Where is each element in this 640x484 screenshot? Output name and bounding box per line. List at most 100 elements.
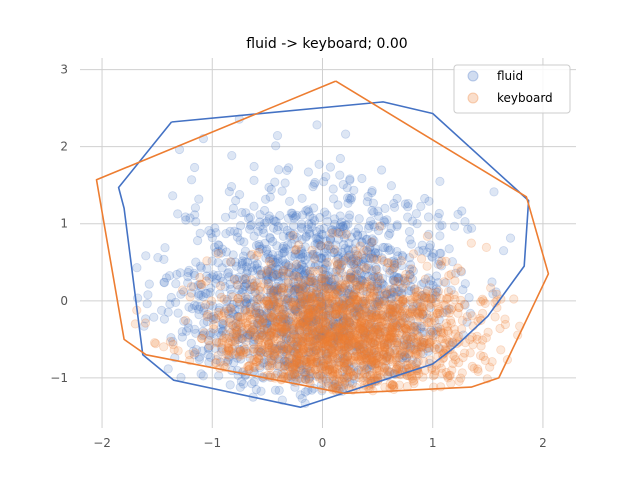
point-keyboard [342,379,352,389]
point-keyboard [336,267,346,278]
point-keyboard [356,351,366,361]
point-fluid [240,298,250,309]
point-fluid [190,300,200,310]
point-fluid [339,373,349,383]
point-keyboard [416,254,427,264]
point-keyboard [216,281,226,291]
point-keyboard [278,372,288,382]
point-fluid [289,347,300,357]
point-fluid [229,274,239,284]
point-fluid [258,358,268,368]
point-fluid [193,304,204,314]
point-fluid [449,221,460,231]
point-fluid [297,235,307,245]
point-fluid [226,257,236,267]
point-fluid [296,222,307,232]
point-fluid [323,378,334,388]
point-fluid [268,223,279,233]
point-fluid [245,221,256,231]
point-fluid [255,347,266,357]
point-fluid [349,259,359,270]
point-fluid [407,216,418,226]
point-fluid [221,229,231,239]
point-fluid [306,272,316,283]
point-keyboard [500,319,510,330]
point-fluid [382,312,392,322]
point-fluid [345,174,355,184]
point-keyboard [262,284,272,295]
point-fluid [275,314,285,324]
point-fluid [213,270,223,281]
point-fluid [351,341,361,352]
point-fluid [245,285,255,295]
point-fluid [230,305,240,315]
point-fluid [267,358,277,368]
point-keyboard [357,361,367,371]
point-fluid [364,263,374,274]
point-fluid [352,341,362,351]
point-fluid [316,282,326,292]
point-fluid [291,342,301,352]
point-fluid [431,284,442,294]
point-fluid [342,352,352,362]
point-keyboard [446,269,456,279]
point-fluid [389,256,399,266]
point-fluid [253,318,263,329]
point-fluid [282,295,292,305]
point-keyboard [444,308,454,318]
point-fluid [308,213,318,223]
point-fluid [392,258,402,269]
point-fluid [346,256,356,266]
point-fluid [291,356,302,366]
point-fluid [303,315,313,325]
point-fluid [390,260,400,270]
point-keyboard [173,346,183,356]
point-fluid [305,294,315,304]
point-fluid [258,224,268,234]
point-keyboard [382,366,392,376]
point-fluid [187,175,197,185]
point-fluid [279,344,289,354]
point-fluid [416,342,426,352]
point-keyboard [286,332,297,342]
point-keyboard [310,254,320,264]
point-fluid [291,284,301,294]
point-fluid [204,226,214,236]
point-keyboard [291,271,301,281]
point-fluid [248,281,259,291]
point-keyboard [221,329,231,339]
point-fluid [312,248,322,258]
point-fluid [373,300,383,311]
point-keyboard [375,221,385,231]
point-fluid [354,214,364,224]
point-fluid [333,286,343,297]
point-keyboard [389,259,399,269]
point-fluid [391,345,401,355]
point-fluid [406,286,416,296]
point-fluid [227,344,238,354]
point-keyboard [357,316,367,326]
point-keyboard [349,259,359,269]
point-fluid [173,209,183,219]
point-fluid [159,277,169,288]
point-fluid [254,346,264,356]
point-fluid [196,369,206,379]
point-fluid [233,227,243,238]
point-fluid [190,210,200,220]
point-keyboard [469,363,479,373]
point-fluid [183,323,193,333]
point-fluid [340,293,350,303]
point-fluid [264,314,275,324]
point-keyboard [444,370,454,381]
point-fluid [344,316,354,326]
point-fluid [237,207,247,218]
point-keyboard [254,247,264,257]
point-fluid [321,291,331,302]
point-fluid [195,279,205,289]
point-keyboard [483,327,493,337]
point-keyboard [355,241,365,251]
point-fluid [340,362,350,372]
point-fluid [163,364,173,374]
point-fluid [298,310,308,320]
point-fluid [334,273,344,283]
